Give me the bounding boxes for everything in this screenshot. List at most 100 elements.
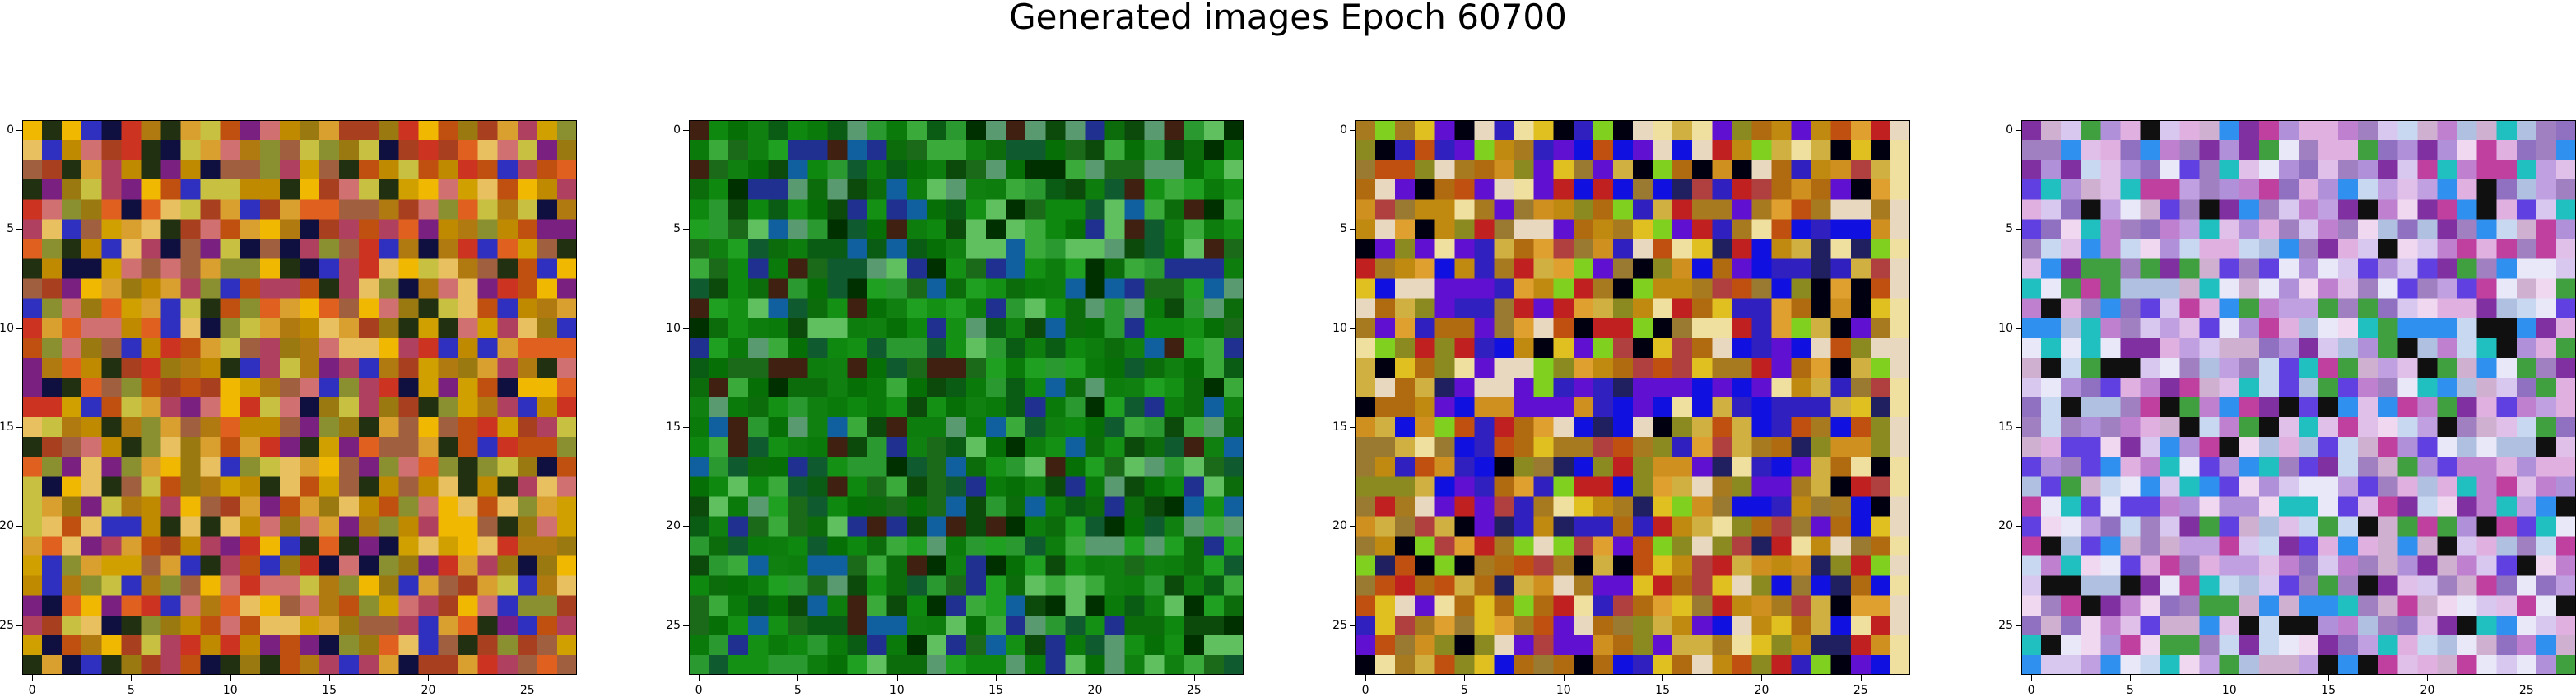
pixel	[827, 496, 849, 518]
pixel	[1553, 575, 1574, 597]
pixel	[1085, 575, 1106, 597]
pixel	[1183, 555, 1205, 577]
pixel	[2338, 120, 2359, 141]
pixel	[2219, 575, 2240, 597]
pixel	[300, 199, 320, 220]
pixel	[946, 199, 967, 220]
pixel	[1223, 555, 1244, 577]
pixel	[966, 337, 987, 359]
pixel	[1006, 258, 1026, 280]
pixel	[2041, 437, 2062, 458]
pixel	[398, 357, 420, 379]
pixel	[2160, 219, 2181, 240]
pixel	[728, 318, 749, 339]
pixel	[2378, 397, 2398, 418]
pixel	[1890, 239, 1910, 260]
pixel	[319, 258, 340, 280]
pixel	[1732, 615, 1753, 636]
pixel	[497, 318, 518, 339]
pixel	[926, 160, 947, 180]
pixel	[2100, 457, 2121, 477]
pixel	[1474, 476, 1495, 497]
pixel	[946, 516, 967, 537]
pixel	[867, 575, 888, 597]
pixel	[2120, 555, 2141, 577]
pixel	[2219, 397, 2240, 418]
pixel	[926, 615, 947, 636]
pixel	[2496, 476, 2518, 497]
pixel	[339, 654, 360, 675]
pixel	[2378, 278, 2398, 300]
pixel	[1045, 258, 1066, 280]
pixel	[141, 437, 162, 458]
pixel	[1474, 179, 1495, 200]
pixel	[788, 239, 809, 260]
pixel	[847, 337, 868, 359]
pixel	[477, 417, 499, 438]
pixel	[141, 536, 162, 557]
pixel	[180, 357, 202, 379]
pixel	[2140, 219, 2161, 240]
pixel	[709, 417, 729, 438]
pixel	[946, 496, 967, 518]
pixel	[2100, 595, 2121, 616]
y-tick-label: 10	[666, 321, 681, 335]
pixel	[1612, 634, 1634, 656]
pixel	[2021, 278, 2042, 300]
pixel	[986, 278, 1007, 300]
pixel	[2397, 654, 2419, 675]
pixel	[2021, 318, 2042, 339]
pixel	[418, 278, 439, 300]
x-tick	[32, 675, 34, 681]
pixel	[1830, 496, 1852, 518]
pixel	[160, 417, 182, 438]
pixel	[1006, 397, 1026, 418]
pixel	[2061, 219, 2081, 240]
pixel	[867, 120, 888, 141]
pixel	[1415, 239, 1435, 260]
pixel	[788, 120, 809, 141]
pixel	[1025, 120, 1046, 141]
pixel	[200, 337, 221, 359]
pixel	[1692, 575, 1713, 597]
pixel	[398, 120, 420, 141]
pixel	[1533, 199, 1555, 220]
pixel	[986, 615, 1007, 636]
pixel	[986, 160, 1007, 180]
pixel	[121, 199, 142, 220]
pixel	[1890, 615, 1910, 636]
pixel	[1533, 337, 1555, 359]
pixel	[1434, 239, 1455, 260]
pixel	[517, 555, 538, 577]
pixel	[2476, 140, 2498, 160]
pixel	[2496, 377, 2518, 398]
pixel	[2496, 140, 2518, 160]
pixel	[1494, 457, 1515, 477]
pixel	[180, 377, 202, 398]
pixel	[101, 357, 122, 379]
pixel	[1771, 278, 1793, 300]
pixel	[1494, 337, 1515, 359]
pixel	[2358, 179, 2378, 200]
pixel	[1751, 555, 1773, 577]
pixel	[398, 457, 420, 477]
pixel	[946, 555, 967, 577]
pixel	[2358, 219, 2378, 240]
pixel	[2219, 634, 2240, 656]
pixel	[220, 615, 241, 636]
pixel	[1223, 140, 1244, 160]
pixel	[2278, 654, 2299, 675]
pixel	[2417, 654, 2439, 675]
pixel	[1850, 457, 1872, 477]
pixel	[1203, 298, 1225, 319]
pixel	[1494, 654, 1515, 675]
pixel	[1006, 377, 1026, 398]
pixel	[2397, 457, 2419, 477]
pixel	[1811, 476, 1832, 497]
pixel	[709, 357, 729, 379]
pixel	[2120, 258, 2141, 280]
pixel	[1375, 555, 1396, 577]
pixel	[1553, 199, 1574, 220]
pixel	[728, 417, 749, 438]
pixel	[2199, 357, 2220, 379]
